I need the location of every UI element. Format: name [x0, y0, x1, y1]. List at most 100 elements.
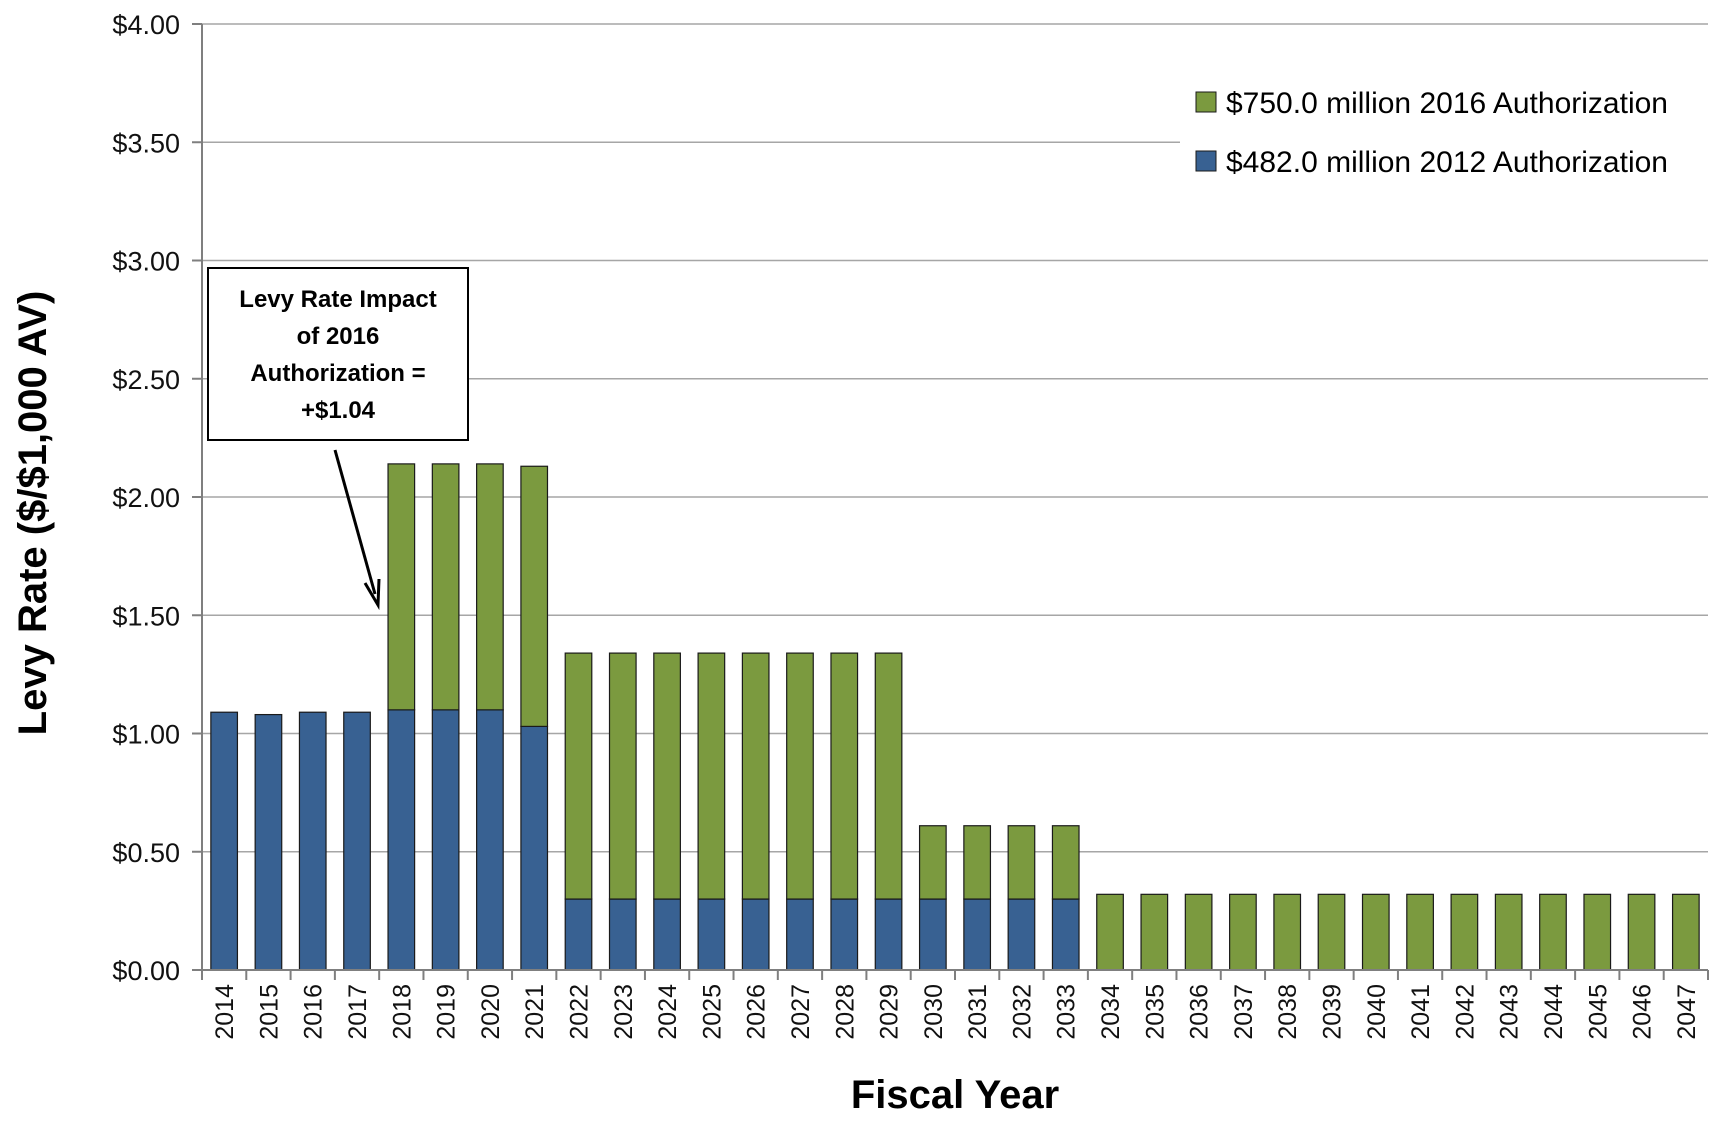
x-tick-label: 2023: [610, 984, 638, 1040]
bar-2016-authorization-2025: [697, 652, 726, 900]
bar-2016-authorization-2026: [741, 652, 770, 900]
annotation-line-1: Levy Rate Impact: [239, 286, 436, 313]
annotation-arrowhead: [363, 578, 381, 611]
x-tick-label: 2034: [1097, 984, 1125, 1040]
bar-2012-authorization-2020: [476, 709, 504, 971]
annotation-line-4: +$1.04: [301, 397, 376, 424]
x-tick-label: 2032: [1008, 984, 1036, 1040]
x-tick-label: 2018: [388, 984, 416, 1040]
bar-2012-authorization-2016: [298, 711, 327, 971]
x-tick-label: 2047: [1673, 984, 1701, 1040]
bar-2016-authorization-2038: [1273, 893, 1302, 971]
x-tick-label: 2021: [521, 984, 549, 1040]
legend: $750.0 million 2016 Authorization $482.0 …: [1195, 87, 1668, 179]
x-tick-label: 2045: [1584, 984, 1612, 1040]
bar-2012-authorization-2028: [830, 898, 859, 971]
bar-2016-authorization-2028: [830, 652, 859, 900]
annotation-arrow: [333, 449, 377, 595]
legend-label: $482.0 million 2012 Authorization: [1226, 146, 1668, 179]
bar-2016-authorization-2044: [1539, 893, 1567, 971]
bar-2016-authorization-2042: [1450, 893, 1479, 971]
bar-2012-authorization-2014: [210, 711, 239, 971]
y-tick-label: $0.00: [112, 956, 180, 986]
bar-2012-authorization-2022: [564, 898, 593, 971]
bar-2016-authorization-2024: [653, 652, 681, 900]
bar-2012-authorization-2021: [520, 725, 549, 971]
x-tick-label: 2042: [1451, 984, 1479, 1040]
bar-2012-authorization-2019: [431, 709, 460, 971]
x-axis-title: Fiscal Year: [851, 1073, 1059, 1117]
bar-2012-authorization-2015: [254, 713, 283, 971]
x-tick-label: 2037: [1230, 984, 1258, 1040]
x-tick-label: 2041: [1407, 984, 1435, 1040]
y-axis-title: Levy Rate ($/$1,000 AV): [11, 291, 55, 736]
y-tick-label: $1.00: [112, 720, 180, 750]
x-tick-label: 2038: [1274, 984, 1302, 1040]
bar-2012-authorization-2017: [343, 711, 371, 971]
x-tick-label: 2036: [1186, 984, 1214, 1040]
x-tick-label: 2014: [211, 984, 239, 1040]
x-tick-label: 2028: [831, 984, 859, 1040]
bar-2012-authorization-2033: [1051, 898, 1080, 971]
bar-2016-authorization-2023: [608, 652, 637, 900]
bar-2012-authorization-2030: [918, 898, 947, 971]
bar-2016-authorization-2034: [1096, 893, 1124, 971]
bar-2012-authorization-2018: [387, 709, 416, 971]
bar-2016-authorization-2045: [1583, 893, 1612, 971]
x-tick-label: 2040: [1363, 984, 1391, 1040]
y-tick-label: $2.50: [112, 365, 180, 395]
x-tick-label: 2027: [787, 984, 815, 1040]
bar-2012-authorization-2027: [786, 898, 814, 971]
y-tick-label: $0.50: [112, 838, 180, 868]
y-tick-label: $2.00: [112, 483, 180, 513]
bar-2016-authorization-2030: [918, 825, 947, 900]
y-tick-label: $4.00: [112, 10, 180, 40]
bar-2012-authorization-2023: [608, 898, 637, 971]
bar-2016-authorization-2037: [1229, 893, 1257, 971]
legend-swatch: [1195, 91, 1217, 113]
bar-2016-authorization-2032: [1007, 825, 1036, 900]
x-tick-label: 2019: [433, 984, 461, 1040]
x-tick-label: 2020: [477, 984, 505, 1040]
annotation: Levy Rate Impact of 2016 Authorization =…: [207, 267, 469, 611]
y-tick-label: $1.50: [112, 601, 180, 631]
x-tick-label: 2043: [1496, 984, 1524, 1040]
x-tick-label: 2031: [964, 984, 992, 1040]
bar-2016-authorization-2046: [1627, 893, 1656, 971]
bars: [210, 463, 1700, 971]
x-tick-label: 2029: [876, 984, 904, 1040]
y-tick-label: $3.50: [112, 128, 180, 158]
x-tick-label: 2046: [1629, 984, 1657, 1040]
bar-2016-authorization-2033: [1051, 825, 1080, 900]
legend-label: $750.0 million 2016 Authorization: [1226, 87, 1668, 120]
annotation-line-2: of 2016: [297, 323, 380, 350]
y-tick-labels: $0.00 $0.50 $1.00 $1.50 $2.00 $2.50 $3.00 $3.50…: [112, 10, 180, 986]
annotation-box: [207, 267, 469, 441]
bar-2016-authorization-2040: [1361, 893, 1390, 971]
bar-2016-authorization-2027: [786, 652, 814, 900]
bar-2012-authorization-2025: [697, 898, 726, 971]
x-tick-label: 2022: [566, 984, 594, 1040]
bar-2012-authorization-2031: [963, 898, 992, 971]
annotation-line-3: Authorization =: [250, 360, 425, 387]
bar-2012-authorization-2026: [741, 898, 770, 971]
x-tick-label: 2017: [344, 984, 372, 1040]
y-tick-label: $3.00: [112, 247, 180, 277]
bar-2016-authorization-2022: [564, 652, 593, 900]
bar-2016-authorization-2035: [1140, 893, 1169, 971]
legend-swatch: [1195, 150, 1217, 172]
axes: [201, 24, 1708, 971]
bar-2016-authorization-2031: [963, 825, 992, 900]
bar-2016-authorization-2047: [1671, 893, 1700, 971]
bar-2016-authorization-2018: [387, 463, 416, 711]
bar-2016-authorization-2021: [520, 465, 549, 728]
x-tick-label: 2033: [1053, 984, 1081, 1040]
bar-2012-authorization-2029: [874, 898, 903, 971]
x-tick-label: 2015: [255, 984, 283, 1040]
bar-2016-authorization-2029: [874, 652, 903, 900]
bar-2016-authorization-2019: [431, 463, 460, 711]
bar-2016-authorization-2020: [476, 463, 504, 711]
bar-2012-authorization-2024: [653, 898, 681, 971]
